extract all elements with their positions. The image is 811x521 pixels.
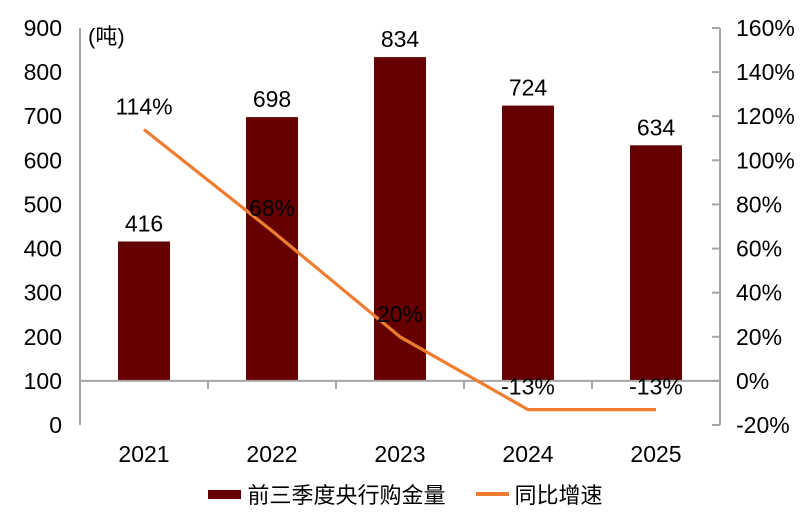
left-axis-tick-label: 400 bbox=[24, 236, 62, 262]
bar-2021 bbox=[118, 241, 170, 381]
left-axis-tick-label: 900 bbox=[24, 15, 62, 41]
left-axis-tick-label: 600 bbox=[24, 147, 62, 173]
bar-series-label: 前三季度央行购金量 bbox=[247, 483, 446, 508]
x-axis-category-label: 2025 bbox=[630, 441, 681, 467]
bar-data-label: 698 bbox=[253, 86, 291, 112]
left-axis-tick-label: 0 bbox=[49, 412, 62, 438]
bar-2024 bbox=[502, 105, 554, 381]
bar-data-label: 416 bbox=[125, 211, 163, 237]
left-axis-tick-label: 700 bbox=[24, 103, 62, 129]
trend-line bbox=[143, 128, 656, 412]
bar-data-label: 834 bbox=[381, 26, 420, 52]
right-axis-tick-label: 140% bbox=[736, 59, 795, 85]
bar-2023 bbox=[374, 57, 426, 381]
x-axis-category-label: 2021 bbox=[118, 441, 169, 467]
right-axis-tick-label: 160% bbox=[736, 15, 795, 41]
left-axis-unit-label: (吨) bbox=[88, 24, 125, 49]
left-axis-tick-label: 200 bbox=[24, 324, 62, 350]
right-axis-tick-label: 100% bbox=[736, 147, 795, 173]
left-axis-tick-label: 800 bbox=[24, 59, 62, 85]
bar-data-label: 724 bbox=[509, 75, 548, 101]
bar-2022 bbox=[246, 117, 298, 381]
left-axis-tick-label: 300 bbox=[24, 280, 62, 306]
chart-legend: 前三季度央行购金量 同比增速 bbox=[0, 478, 811, 510]
right-axis-tick-label: 60% bbox=[736, 236, 782, 262]
x-axis-category-label: 2024 bbox=[502, 441, 553, 467]
bar-series-swatch-icon bbox=[208, 489, 242, 499]
left-axis-tick-label: 500 bbox=[24, 191, 62, 217]
bar-2025 bbox=[630, 145, 682, 381]
line-series-label: 同比增速 bbox=[514, 483, 603, 508]
line-data-label: -13% bbox=[501, 374, 555, 400]
right-axis-tick-label: 0% bbox=[736, 368, 769, 394]
line-series-swatch-icon bbox=[475, 492, 509, 496]
line-data-label: -13% bbox=[629, 374, 683, 400]
right-axis-tick-label: -20% bbox=[736, 412, 790, 438]
legend-item-bar-series: 前三季度央行购金量 bbox=[208, 478, 446, 510]
line-data-label: 114% bbox=[115, 94, 172, 120]
x-axis-category-label: 2022 bbox=[246, 441, 297, 467]
line-data-label: 68% bbox=[249, 195, 295, 221]
left-axis-tick-label: 100 bbox=[24, 368, 62, 394]
line-data-label: 20% bbox=[377, 301, 423, 327]
right-axis-tick-label: 120% bbox=[736, 103, 795, 129]
right-axis-tick-label: 20% bbox=[736, 324, 782, 350]
right-axis-tick-label: 80% bbox=[736, 191, 782, 217]
legend-item-line-series: 同比增速 bbox=[475, 478, 603, 510]
right-axis-tick-label: 40% bbox=[736, 280, 782, 306]
bar-line-chart-plot: (吨) 0 100 200 300 400 500 600 700 800 900 -20% 0% 20… bbox=[24, 15, 795, 467]
x-axis-category-label: 2023 bbox=[374, 441, 425, 467]
bar-data-label: 634 bbox=[637, 114, 676, 140]
